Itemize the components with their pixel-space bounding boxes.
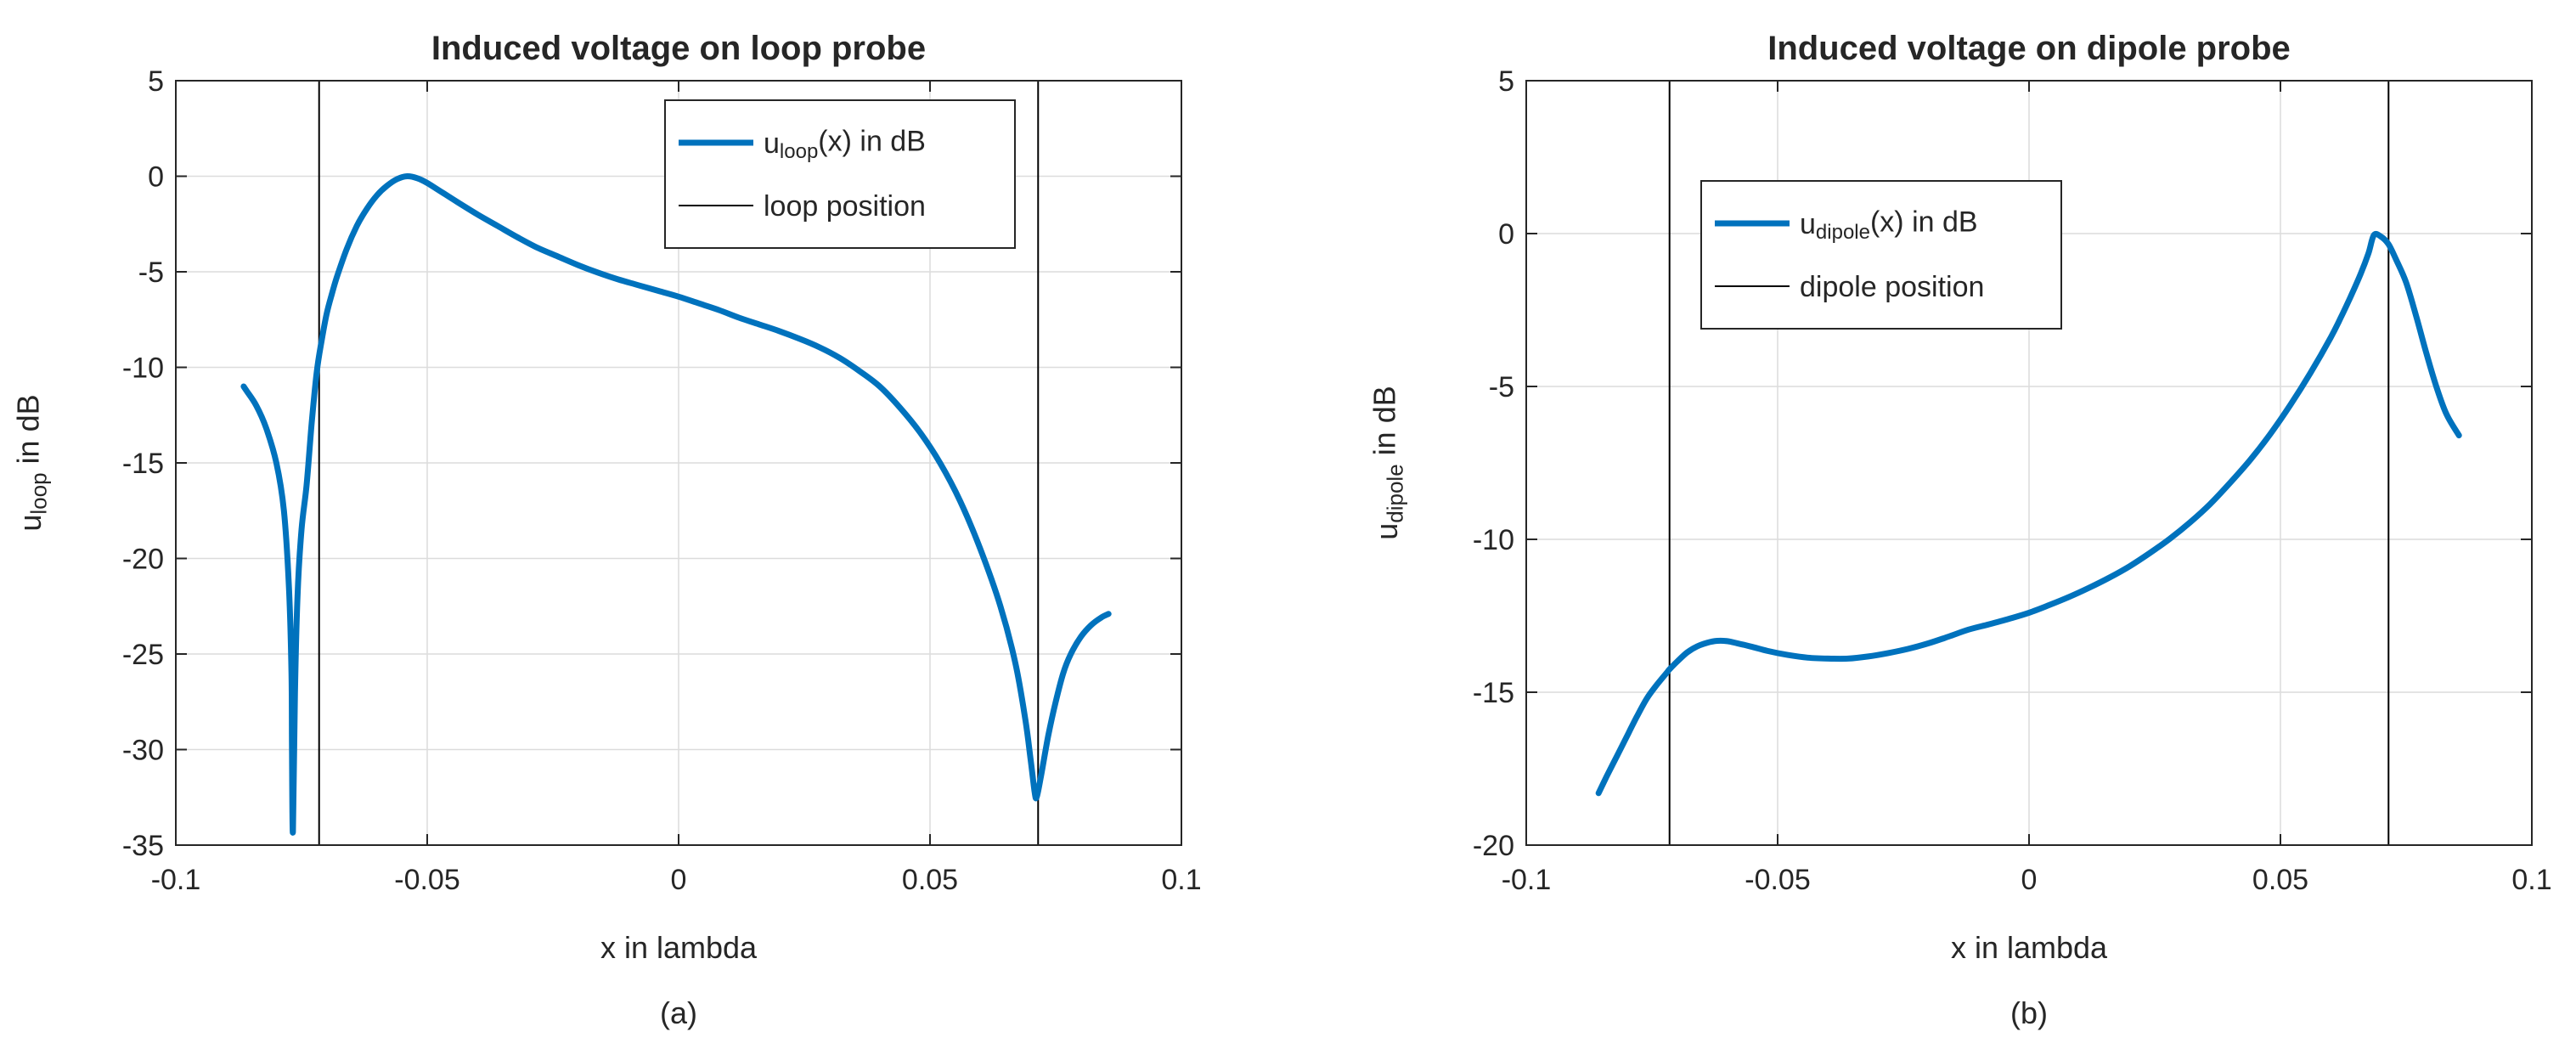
dipole-y-tick-label: -5: [1489, 371, 1514, 403]
dipole-x-tick-label: 0.1: [2511, 864, 2551, 896]
loop-y-tick-label: -30: [122, 735, 164, 767]
loop-xlabel: x in lambda: [600, 930, 758, 965]
dipole-y-tick-label: -10: [1473, 524, 1514, 556]
loop-y-tick-label: -10: [122, 352, 164, 385]
dipole-x-tick-label: 0: [2021, 864, 2038, 896]
dipole-legend-label-1: dipole position: [1800, 271, 1984, 303]
dipole-title: Induced voltage on dipole probe: [1767, 30, 2291, 67]
loop-y-tick-label: -15: [122, 448, 164, 480]
dipole-x-tick-label: 0.05: [2252, 864, 2308, 896]
dipole-y-tick-label: 0: [1498, 218, 1514, 251]
loop-ylabel: uloop in dB: [11, 394, 52, 531]
loop-ticks: [175, 80, 1182, 846]
loop-y-tick-label: -5: [138, 257, 164, 289]
loop-legend-label-0: uloop(x) in dB: [764, 126, 926, 163]
dipole-y-tick-label: -15: [1473, 677, 1514, 709]
loop-title: Induced voltage on loop probe: [431, 30, 926, 67]
dipole-caption: (b): [2010, 995, 2048, 1030]
dipole-y-tick-label: -20: [1473, 830, 1514, 862]
dipole-legend-box: [1700, 180, 2062, 330]
loop-x-tick-label: 0: [671, 864, 687, 896]
loop-y-tick-label: -20: [122, 544, 164, 576]
loop-y-tick-label: -25: [122, 639, 164, 671]
dipole-legend: udipole(x) in dB dipole position: [1700, 180, 2062, 330]
dipole-legend-label-0: udipole(x) in dB: [1800, 206, 1978, 244]
loop-y-tick-label: -35: [122, 830, 164, 862]
loop-legend-label-1: loop position: [764, 190, 926, 223]
dipole-x-tick-label: -0.05: [1745, 864, 1811, 896]
loop-y-tick-label: 5: [148, 65, 164, 98]
loop-x-tick-label: -0.05: [394, 864, 460, 896]
loop-y-tick-label: 0: [148, 161, 164, 194]
dipole-subplot: -0.1 -0.05 0 0.05 0.1 5 0 -5 -10 -15 -20 Induced vo…: [1367, 30, 2552, 1030]
loop-x-tick-label: 0.05: [902, 864, 958, 896]
loop-caption: (a): [660, 995, 697, 1030]
loop-x-tick-label: 0.1: [1161, 864, 1201, 896]
loop-legend: uloop(x) in dB loop position: [664, 99, 1016, 249]
loop-x-tick-label: -0.1: [151, 864, 201, 896]
dipole-ylabel: udipole in dB: [1367, 386, 1408, 540]
dipole-voltage-curve: [1595, 230, 2462, 797]
dipole-xlabel: x in lambda: [1951, 930, 2108, 965]
loop-legend-box: [664, 99, 1016, 249]
loop-voltage-curve: [240, 172, 1112, 836]
dipole-x-tick-label: -0.1: [1502, 864, 1552, 896]
loop-subplot: -0.1 -0.05 0 0.05 0.1 5 0 -5 -10 -15 -20 -25 -30 -35 I…: [11, 30, 1202, 1030]
dipole-y-tick-label: 5: [1498, 65, 1514, 98]
dipole-ticks: [1525, 80, 2533, 846]
